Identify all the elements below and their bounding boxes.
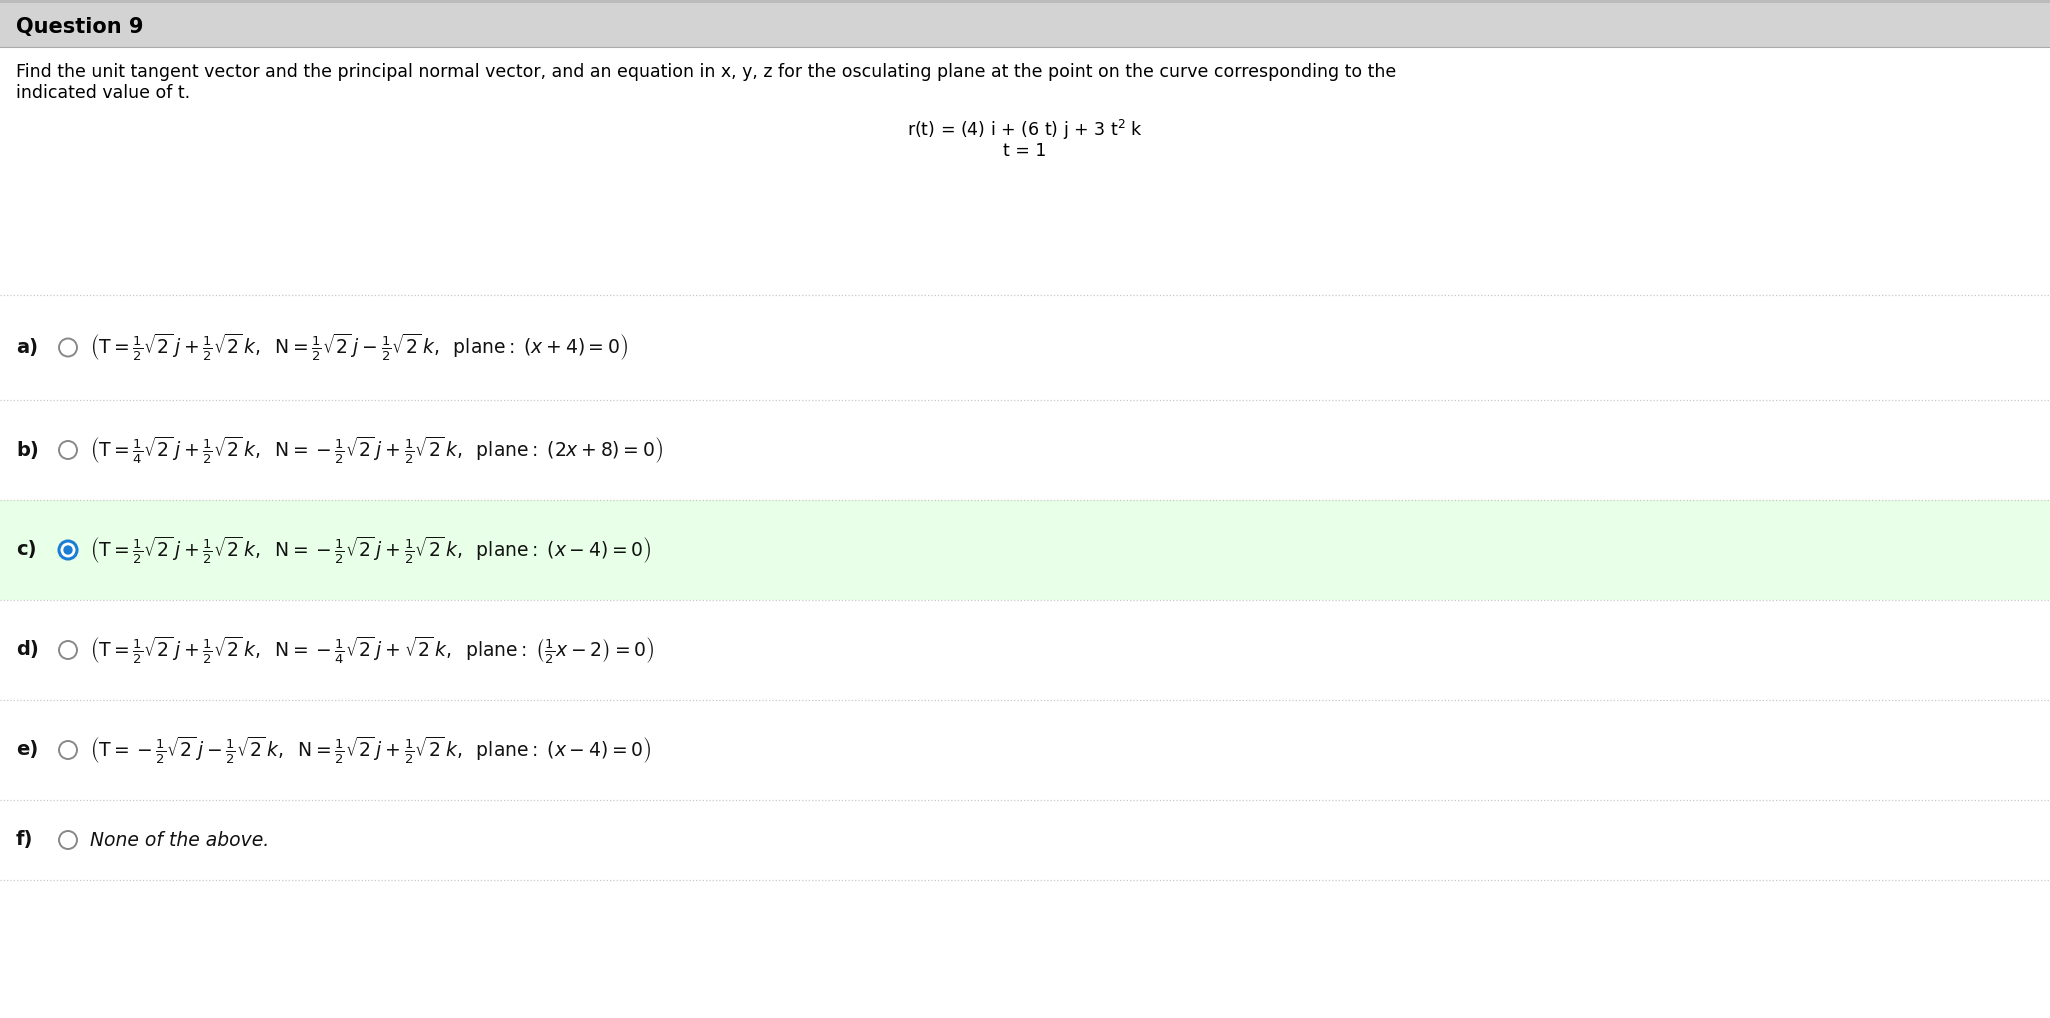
Circle shape: [59, 741, 78, 759]
Text: r(t) = (4) i + (6 t) j + 3 t$^2$ k: r(t) = (4) i + (6 t) j + 3 t$^2$ k: [906, 118, 1144, 143]
Text: Question 9: Question 9: [16, 17, 144, 37]
Bar: [0, 0, 2050, 3]
Text: f): f): [16, 831, 33, 849]
Text: $\left(\mathrm{T} = \frac{1}{4}\sqrt{2}\, j + \frac{1}{2}\sqrt{2}\, k,\;\; \math: $\left(\mathrm{T} = \frac{1}{4}\sqrt{2}\…: [90, 434, 662, 466]
Text: $\left(\mathrm{T} = -\frac{1}{2}\sqrt{2}\, j - \frac{1}{2}\sqrt{2}\, k,\;\; \mat: $\left(\mathrm{T} = -\frac{1}{2}\sqrt{2}…: [90, 734, 652, 766]
Bar: [0, 3, 2050, 47]
Text: indicated value of t.: indicated value of t.: [16, 84, 191, 102]
Circle shape: [59, 441, 78, 459]
Circle shape: [59, 831, 78, 849]
Text: $\left(\mathrm{T} = \frac{1}{2}\sqrt{2}\, j + \frac{1}{2}\sqrt{2}\, k,\;\; \math: $\left(\mathrm{T} = \frac{1}{2}\sqrt{2}\…: [90, 634, 654, 666]
Circle shape: [59, 641, 78, 659]
Text: t = 1: t = 1: [1002, 142, 1048, 160]
Text: a): a): [16, 338, 39, 357]
Text: Find the unit tangent vector and the principal normal vector, and an equation in: Find the unit tangent vector and the pri…: [16, 63, 1396, 81]
Text: $\left(\mathrm{T} = \frac{1}{2}\sqrt{2}\, j + \frac{1}{2}\sqrt{2}\, k,\;\; \math: $\left(\mathrm{T} = \frac{1}{2}\sqrt{2}\…: [90, 534, 652, 566]
Text: c): c): [16, 541, 37, 560]
Text: b): b): [16, 441, 39, 459]
Text: $\left(\mathrm{T} = \frac{1}{2}\sqrt{2}\, j + \frac{1}{2}\sqrt{2}\, k,\;\; \math: $\left(\mathrm{T} = \frac{1}{2}\sqrt{2}\…: [90, 332, 627, 363]
Circle shape: [64, 546, 72, 555]
Text: None of the above.: None of the above.: [90, 831, 269, 849]
Circle shape: [59, 339, 78, 356]
Bar: [0, 500, 2050, 600]
Text: d): d): [16, 640, 39, 660]
Text: e): e): [16, 740, 39, 759]
Circle shape: [59, 541, 78, 559]
